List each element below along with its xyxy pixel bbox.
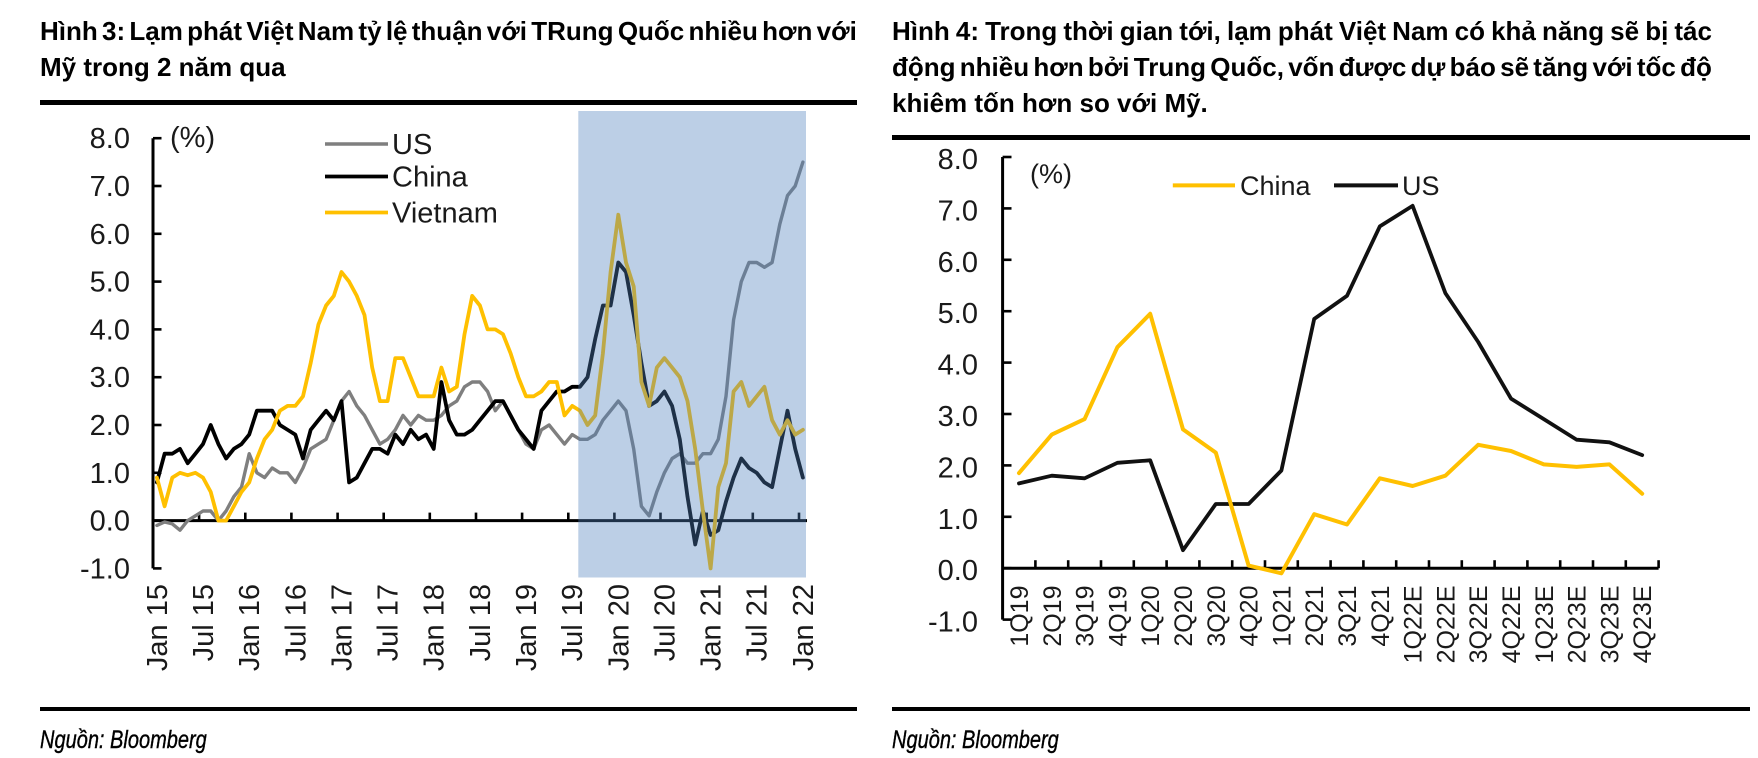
svg-text:3Q19: 3Q19 bbox=[1072, 586, 1100, 647]
svg-text:(%): (%) bbox=[1030, 159, 1072, 189]
svg-text:3Q23E: 3Q23E bbox=[1596, 586, 1624, 664]
svg-text:0.0: 0.0 bbox=[938, 555, 978, 587]
svg-text:1.0: 1.0 bbox=[90, 458, 130, 490]
svg-text:1Q23E: 1Q23E bbox=[1531, 586, 1559, 664]
svg-text:1Q22E: 1Q22E bbox=[1400, 586, 1428, 664]
svg-text:1Q19: 1Q19 bbox=[1006, 586, 1034, 647]
svg-text:US: US bbox=[392, 129, 432, 161]
svg-text:4.0: 4.0 bbox=[90, 314, 130, 346]
svg-text:Jul 17: Jul 17 bbox=[373, 584, 405, 661]
svg-text:China: China bbox=[392, 162, 469, 194]
svg-text:6.0: 6.0 bbox=[938, 247, 978, 279]
svg-text:Jan 22: Jan 22 bbox=[788, 584, 820, 671]
svg-text:3.0: 3.0 bbox=[90, 362, 130, 394]
svg-text:Jan 21: Jan 21 bbox=[696, 584, 728, 671]
svg-text:2Q19: 2Q19 bbox=[1039, 586, 1067, 647]
svg-text:Jan 19: Jan 19 bbox=[511, 584, 543, 671]
svg-text:3Q21: 3Q21 bbox=[1334, 586, 1362, 647]
svg-text:(%): (%) bbox=[170, 122, 215, 154]
svg-text:4Q22E: 4Q22E bbox=[1498, 586, 1526, 664]
svg-text:Vietnam: Vietnam bbox=[392, 198, 498, 230]
svg-text:1.0: 1.0 bbox=[938, 504, 978, 536]
svg-text:Jul 20: Jul 20 bbox=[649, 584, 681, 661]
svg-text:1Q21: 1Q21 bbox=[1268, 586, 1296, 647]
svg-text:2Q20: 2Q20 bbox=[1170, 586, 1198, 647]
svg-text:3.0: 3.0 bbox=[938, 401, 978, 433]
svg-text:4.0: 4.0 bbox=[938, 350, 978, 382]
svg-text:8.0: 8.0 bbox=[938, 144, 978, 176]
svg-text:Jan 18: Jan 18 bbox=[419, 584, 451, 671]
svg-text:2.0: 2.0 bbox=[938, 452, 978, 484]
svg-text:China: China bbox=[1240, 171, 1312, 201]
svg-text:Jan 20: Jan 20 bbox=[603, 584, 635, 671]
svg-text:5.0: 5.0 bbox=[938, 298, 978, 330]
svg-text:8.0: 8.0 bbox=[90, 123, 130, 155]
svg-text:7.0: 7.0 bbox=[938, 195, 978, 227]
svg-text:4Q21: 4Q21 bbox=[1367, 586, 1395, 647]
svg-text:4Q19: 4Q19 bbox=[1104, 586, 1132, 647]
svg-text:-1.0: -1.0 bbox=[928, 607, 978, 639]
svg-text:Jul 15: Jul 15 bbox=[188, 584, 220, 661]
svg-text:4Q20: 4Q20 bbox=[1236, 586, 1264, 647]
svg-text:2Q22E: 2Q22E bbox=[1432, 586, 1460, 664]
svg-text:3Q20: 3Q20 bbox=[1203, 586, 1231, 647]
svg-text:7.0: 7.0 bbox=[90, 171, 130, 203]
svg-text:Jan 16: Jan 16 bbox=[234, 584, 266, 671]
svg-text:Jan 17: Jan 17 bbox=[327, 584, 359, 671]
svg-text:2Q23E: 2Q23E bbox=[1564, 586, 1592, 664]
svg-text:Jan 15: Jan 15 bbox=[142, 584, 174, 671]
svg-text:Jul 16: Jul 16 bbox=[280, 584, 312, 661]
svg-text:0.0: 0.0 bbox=[90, 506, 130, 538]
svg-text:US: US bbox=[1402, 171, 1440, 201]
svg-text:5.0: 5.0 bbox=[90, 267, 130, 299]
svg-text:-1.0: -1.0 bbox=[80, 553, 130, 585]
svg-text:2Q21: 2Q21 bbox=[1301, 586, 1329, 647]
svg-text:Jul 21: Jul 21 bbox=[742, 584, 774, 661]
svg-text:2.0: 2.0 bbox=[90, 410, 130, 442]
svg-text:6.0: 6.0 bbox=[90, 219, 130, 251]
svg-text:3Q22E: 3Q22E bbox=[1465, 586, 1493, 664]
svg-text:Jul 18: Jul 18 bbox=[465, 584, 497, 661]
svg-text:1Q20: 1Q20 bbox=[1137, 586, 1165, 647]
svg-text:Jul 19: Jul 19 bbox=[557, 584, 589, 661]
svg-text:4Q23E: 4Q23E bbox=[1629, 586, 1657, 664]
